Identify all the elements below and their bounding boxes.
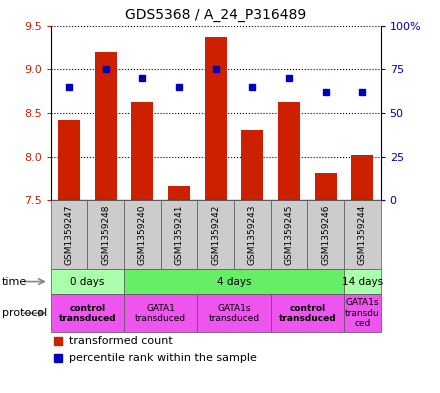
- Bar: [351, 155, 373, 200]
- Text: GSM1359248: GSM1359248: [101, 205, 110, 265]
- Text: 4 days: 4 days: [216, 277, 251, 286]
- Title: GDS5368 / A_24_P316489: GDS5368 / A_24_P316489: [125, 8, 306, 22]
- Bar: [271, 200, 307, 269]
- Bar: [315, 173, 337, 200]
- Text: protocol: protocol: [2, 308, 48, 318]
- Text: control
transduced: control transduced: [59, 303, 116, 323]
- Text: time: time: [2, 277, 27, 286]
- Bar: [344, 294, 381, 332]
- Bar: [161, 200, 197, 269]
- Text: 0 days: 0 days: [70, 277, 104, 286]
- Bar: [241, 130, 263, 200]
- Text: GATA1
transduced: GATA1 transduced: [135, 303, 186, 323]
- Text: GSM1359241: GSM1359241: [174, 205, 183, 265]
- Bar: [131, 103, 153, 200]
- Text: GSM1359247: GSM1359247: [64, 205, 73, 265]
- Bar: [307, 200, 344, 269]
- Bar: [271, 294, 344, 332]
- Bar: [58, 120, 80, 200]
- Text: control
transduced: control transduced: [279, 303, 336, 323]
- Bar: [197, 294, 271, 332]
- Bar: [87, 200, 124, 269]
- Text: percentile rank within the sample: percentile rank within the sample: [69, 353, 257, 362]
- Text: GSM1359243: GSM1359243: [248, 205, 257, 265]
- Bar: [51, 294, 124, 332]
- Text: transformed count: transformed count: [69, 336, 172, 346]
- Bar: [95, 52, 117, 200]
- Bar: [234, 200, 271, 269]
- Bar: [278, 103, 300, 200]
- Text: GSM1359245: GSM1359245: [284, 205, 293, 265]
- Bar: [124, 294, 197, 332]
- Bar: [197, 200, 234, 269]
- Text: GSM1359244: GSM1359244: [358, 205, 367, 265]
- Bar: [51, 269, 124, 294]
- Text: 14 days: 14 days: [342, 277, 383, 286]
- Text: GSM1359242: GSM1359242: [211, 205, 220, 265]
- Text: GATA1s
transduced: GATA1s transduced: [209, 303, 260, 323]
- Bar: [205, 37, 227, 200]
- Bar: [124, 269, 344, 294]
- Bar: [51, 200, 87, 269]
- Bar: [344, 269, 381, 294]
- Text: GSM1359240: GSM1359240: [138, 205, 147, 265]
- Bar: [168, 185, 190, 200]
- Text: GSM1359246: GSM1359246: [321, 205, 330, 265]
- Bar: [124, 200, 161, 269]
- Bar: [344, 200, 381, 269]
- Text: GATA1s
transdu
ced: GATA1s transdu ced: [345, 298, 380, 328]
